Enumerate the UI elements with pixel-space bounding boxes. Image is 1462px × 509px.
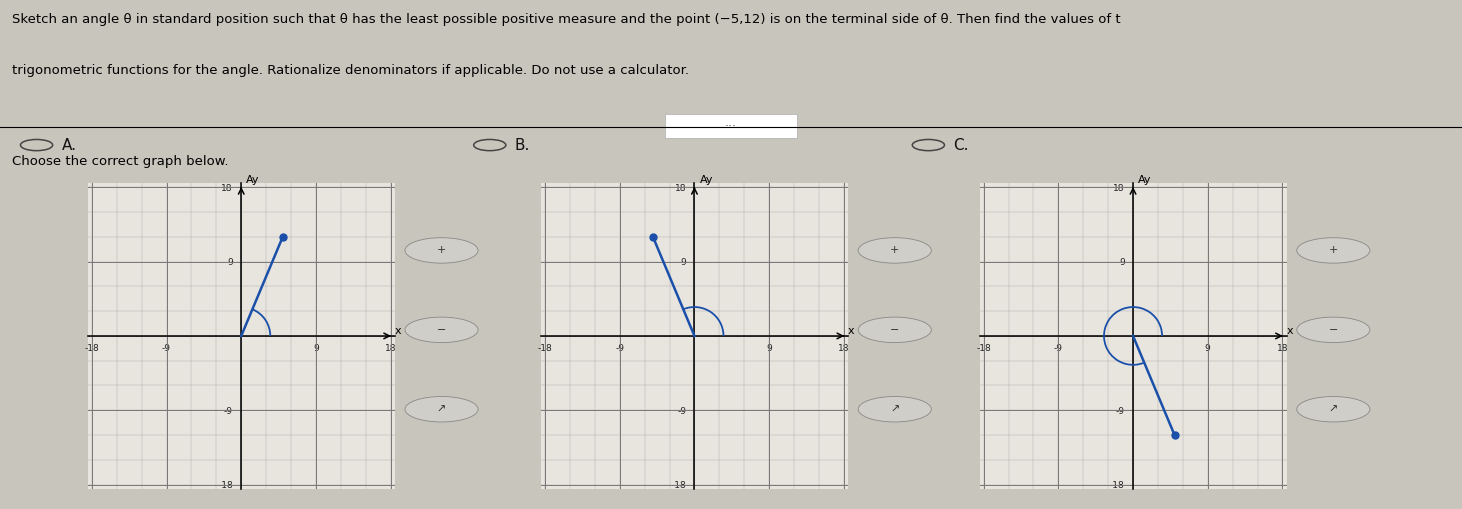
Text: trigonometric functions for the angle. Rationalize denominators if applicable. D: trigonometric functions for the angle. R…	[12, 64, 689, 77]
Text: x: x	[1287, 326, 1294, 336]
Text: Ay: Ay	[699, 175, 713, 185]
Text: ···: ···	[725, 120, 737, 133]
Text: −: −	[437, 325, 446, 335]
Text: Choose the correct graph below.: Choose the correct graph below.	[12, 155, 228, 168]
Text: Sketch an angle θ in standard position such that θ has the least possible positi: Sketch an angle θ in standard position s…	[12, 13, 1120, 26]
Text: Ay: Ay	[1137, 175, 1152, 185]
Text: A.: A.	[61, 137, 76, 153]
Text: Ay: Ay	[246, 175, 260, 185]
Text: x: x	[848, 326, 855, 336]
Text: −: −	[890, 325, 899, 335]
Text: ↗: ↗	[1329, 404, 1338, 414]
Text: +: +	[1329, 245, 1338, 256]
Text: +: +	[890, 245, 899, 256]
Text: ↗: ↗	[437, 404, 446, 414]
Text: +: +	[437, 245, 446, 256]
Text: B.: B.	[515, 137, 531, 153]
Text: −: −	[1329, 325, 1338, 335]
Text: ↗: ↗	[890, 404, 899, 414]
Text: x: x	[395, 326, 402, 336]
Text: C.: C.	[953, 137, 969, 153]
